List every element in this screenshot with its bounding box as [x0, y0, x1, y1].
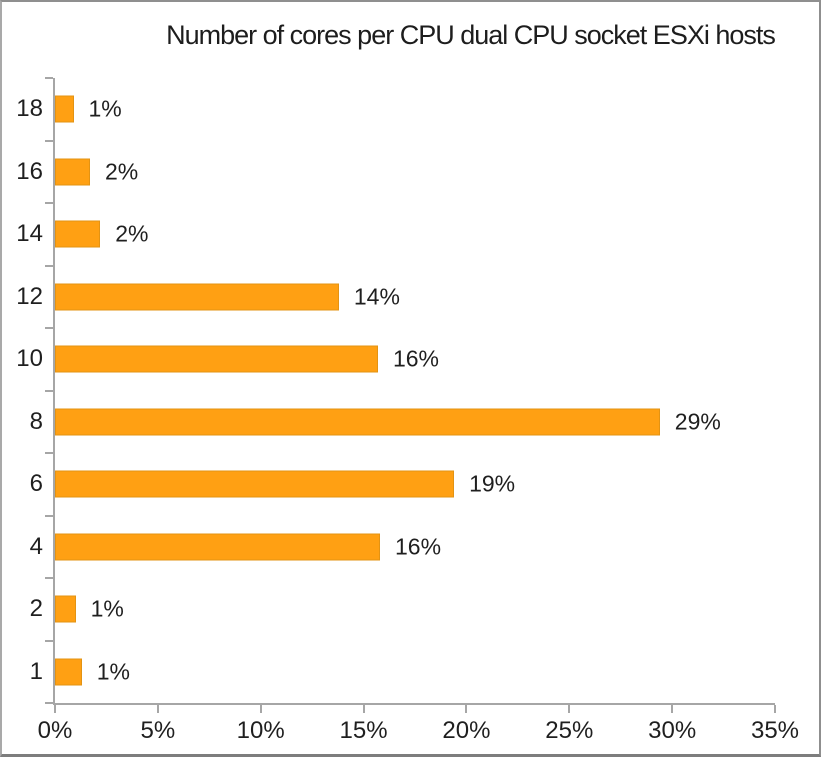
y-axis-tick: [45, 139, 53, 142]
bar-row: 18 1%: [16, 78, 775, 141]
x-axis-tick: [568, 705, 571, 713]
bar: [55, 345, 378, 373]
bar-row: 8 29%: [30, 391, 775, 454]
bar: [55, 658, 82, 686]
bar-row: 14 2%: [16, 203, 775, 266]
y-axis-tick: [45, 577, 53, 579]
data-label: 2%: [115, 220, 149, 247]
category-label: 1: [29, 657, 43, 685]
x-axis-tick: [465, 705, 468, 713]
y-axis-tick: [45, 264, 53, 267]
y-axis-tick: [45, 702, 53, 704]
data-label: 1%: [96, 658, 130, 685]
x-axis: 0% 5% 10% 15% 20% 25% 30% 35%: [38, 78, 799, 744]
y-axis-tick: [45, 639, 53, 642]
bar: [55, 95, 74, 123]
bar-row: 4 16%: [30, 516, 775, 579]
y-axis-tick: [45, 452, 53, 454]
bar: [55, 283, 339, 311]
x-axis-tick: [671, 705, 674, 713]
category-label: 8: [29, 407, 43, 435]
x-axis-tick: [362, 705, 365, 713]
bar-row: 2 1%: [30, 578, 775, 641]
bar: [55, 220, 101, 248]
rows: 18 1% 16 2% 14 2% 12 14% 10 16% 8 29% 6 19% 4 16% 2 1% 1 1%: [16, 78, 775, 704]
x-axis-label: 0%: [37, 717, 73, 744]
data-label: 14%: [353, 283, 400, 310]
bar-row: 1 1%: [30, 641, 775, 704]
x-axis-tick: [54, 705, 56, 713]
data-label: 19%: [469, 470, 516, 497]
bar: [55, 158, 90, 186]
category-label: 10: [16, 345, 43, 373]
bar-row: 6 19%: [30, 453, 775, 516]
x-axis-label: 20%: [442, 717, 491, 744]
x-axis-tick: [156, 705, 159, 713]
y-axis-tick: [45, 327, 53, 329]
x-axis-label: 35%: [750, 717, 800, 744]
plot-area: 18 1% 16 2% 14 2% 12 14% 10 16% 8 29% 6 19% 4 16% 2 1% 1 1%…: [16, 77, 799, 744]
category-label: 18: [16, 95, 43, 123]
data-label: 29%: [674, 408, 721, 435]
data-label: 1%: [88, 95, 122, 122]
x-axis-tick: [259, 705, 262, 713]
y-axis-tick: [45, 514, 53, 517]
chart-title: Number of cores per CPU dual CPU socket …: [166, 20, 776, 50]
bar-row: 16 2%: [16, 141, 775, 204]
x-axis-label: 30%: [648, 717, 697, 744]
category-label: 2: [29, 595, 43, 623]
y-axis-tick: [45, 202, 53, 204]
bar-row: 12 14%: [16, 266, 775, 329]
category-label: 16: [16, 157, 43, 185]
bar: [55, 408, 660, 436]
bar: [55, 533, 381, 561]
category-label: 4: [29, 532, 43, 560]
bar: [55, 595, 76, 623]
x-axis-label: 15%: [339, 717, 388, 744]
bar-row: 10 16%: [16, 328, 775, 391]
data-label: 2%: [104, 158, 139, 185]
data-label: 16%: [392, 345, 440, 372]
category-label: 12: [16, 282, 43, 310]
y-axis-tick: [45, 389, 53, 392]
category-label: 6: [29, 470, 43, 498]
x-axis-tick: [774, 705, 776, 713]
data-label: 1%: [90, 595, 124, 622]
x-axis-label: 10%: [236, 717, 285, 744]
y-axis-ticks: [45, 77, 775, 704]
bar: [55, 470, 455, 498]
y-axis-tick: [45, 77, 53, 79]
category-label: 14: [16, 220, 43, 248]
x-axis-label: 25%: [545, 717, 594, 744]
x-axis-label: 5%: [140, 717, 176, 744]
data-label: 16%: [395, 533, 442, 560]
